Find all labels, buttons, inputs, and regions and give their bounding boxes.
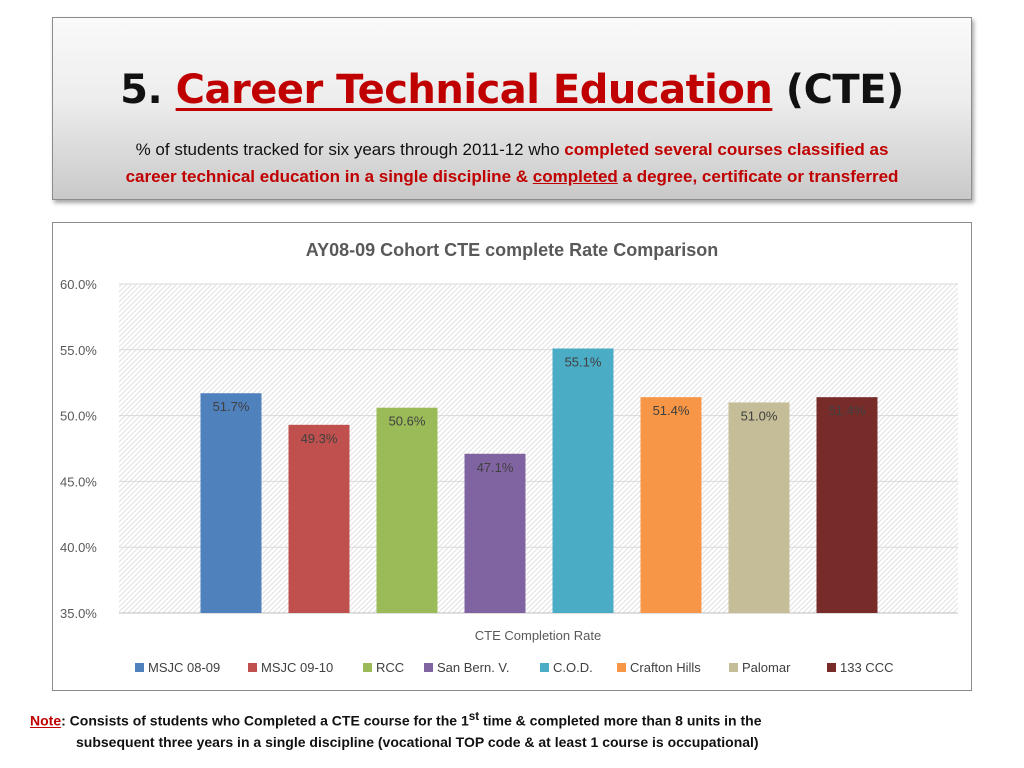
subtitle-highlight-text-2: career technical education in a single d…: [125, 167, 529, 186]
subtitle-line-2: career technical education in a single d…: [53, 163, 971, 190]
chart-title: AY08-09 Cohort CTE complete Rate Compari…: [306, 240, 718, 260]
data-label: 51.4%: [829, 403, 866, 418]
subtitle-underlined-text: completed: [532, 167, 618, 186]
data-labels: 51.7% 49.3% 50.6% 47.1% 55.1% 51.4% 51.0% 51.4%: [213, 354, 866, 474]
bar-msjc-09-10: [288, 424, 350, 613]
legend-entry: Palomar: [742, 660, 791, 675]
note-superscript: st: [468, 710, 480, 723]
legend: MSJC 08-09 MSJC 09-10 RCC San Bern. V. C.O.D…: [135, 660, 893, 675]
bar-palomar: [728, 402, 790, 613]
legend-entry: San Bern. V.: [437, 660, 510, 675]
bar-chart: AY08-09 Cohort CTE complete Rate Compari…: [60, 240, 958, 675]
y-tick-label: 40.0%: [60, 540, 97, 555]
bar-crafton-hills: [640, 397, 702, 613]
note-text-1-end: time & completed more than 8 units in th…: [479, 712, 762, 729]
slide-title: 5. Career Technical Education (CTE): [53, 66, 971, 114]
bar-133-ccc: [816, 397, 878, 613]
title-main: Career Technical Education: [175, 67, 773, 113]
legend-swatch: [424, 663, 433, 672]
note-text-1: : Consists of students who Completed a C…: [61, 712, 469, 729]
title-abbreviation: (CTE): [785, 67, 905, 113]
legend-swatch: [617, 663, 626, 672]
legend-entry: RCC: [376, 660, 404, 675]
data-label: 51.4%: [653, 403, 690, 418]
y-tick-label: 55.0%: [60, 343, 97, 358]
bar-c-o-d-: [552, 348, 614, 613]
y-axis-labels: 35.0% 40.0% 45.0% 50.0% 55.0% 60.0%: [60, 277, 97, 621]
y-tick-label: 45.0%: [60, 474, 97, 489]
slide-subtitle: % of students tracked for six years thro…: [53, 136, 971, 190]
bar-msjc-08-09: [200, 393, 262, 613]
data-label: 51.0%: [741, 408, 778, 423]
x-axis-title: CTE Completion Rate: [475, 628, 601, 643]
chart-container: AY08-09 Cohort CTE complete Rate Compari…: [52, 222, 972, 691]
legend-entry: 133 CCC: [840, 660, 893, 675]
bars: [200, 348, 878, 613]
subtitle-plain-text: % of students tracked for six years thro…: [135, 140, 560, 159]
note-text-2: subsequent three years in a single disci…: [76, 733, 759, 750]
legend-swatch: [729, 663, 738, 672]
legend-swatch: [827, 663, 836, 672]
data-label: 50.6%: [389, 414, 426, 429]
subtitle-tail-text: a degree, certificate or transferred: [622, 167, 899, 186]
legend-entry: Crafton Hills: [630, 660, 701, 675]
legend-entry: MSJC 08-09: [148, 660, 220, 675]
data-label: 51.7%: [213, 399, 250, 414]
data-label: 47.1%: [477, 460, 514, 475]
title-number: 5.: [120, 67, 163, 113]
legend-swatch: [135, 663, 144, 672]
data-label: 49.3%: [301, 431, 338, 446]
subtitle-line-1: % of students tracked for six years thro…: [53, 136, 971, 163]
footnote: Note: Consists of students who Completed…: [30, 706, 1010, 753]
bar-rcc: [376, 407, 438, 613]
y-tick-label: 35.0%: [60, 606, 97, 621]
legend-entry: C.O.D.: [553, 660, 593, 675]
slide-header: 5. Career Technical Education (CTE) % of…: [52, 17, 972, 200]
legend-entry: MSJC 09-10: [261, 660, 333, 675]
note-label: Note: [30, 712, 62, 729]
data-label: 55.1%: [565, 354, 602, 369]
legend-swatch: [540, 663, 549, 672]
y-tick-label: 50.0%: [60, 409, 97, 424]
bar-san-bern-v-: [464, 453, 526, 613]
legend-swatch: [248, 663, 257, 672]
subtitle-highlight-text: completed several courses classified as: [564, 140, 889, 159]
y-tick-label: 60.0%: [60, 277, 97, 292]
legend-swatch: [363, 663, 372, 672]
